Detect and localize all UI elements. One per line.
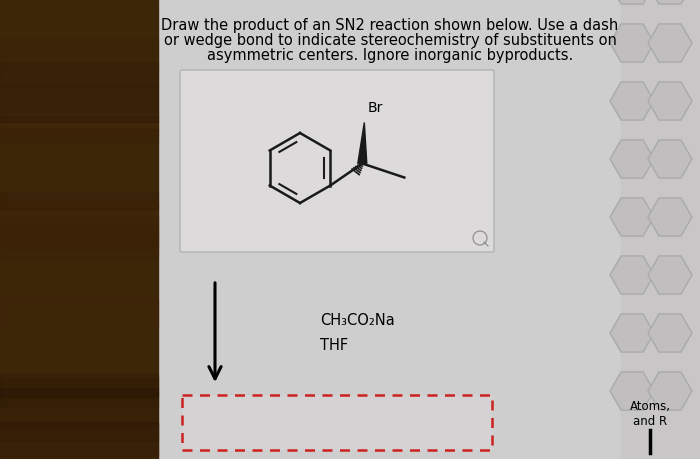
Text: Br: Br	[368, 101, 383, 114]
Bar	[0, 409, 158, 436]
Bar	[0, 22, 158, 36]
Polygon shape	[648, 256, 692, 294]
Polygon shape	[648, 24, 692, 62]
Polygon shape	[610, 198, 654, 236]
Polygon shape	[648, 0, 692, 4]
Polygon shape	[648, 82, 692, 120]
Polygon shape	[648, 314, 692, 352]
Bar	[0, 437, 158, 459]
Text: Atoms,
and R: Atoms, and R	[629, 400, 671, 428]
Text: asymmetric centers. Ignore inorganic byproducts.: asymmetric centers. Ignore inorganic byp…	[207, 48, 573, 63]
Bar	[0, 0, 158, 459]
Bar	[0, 211, 158, 230]
Bar	[0, 449, 158, 457]
Polygon shape	[610, 24, 654, 62]
Bar	[0, 240, 158, 248]
Polygon shape	[610, 82, 654, 120]
Text: THF: THF	[320, 337, 348, 353]
Polygon shape	[648, 198, 692, 236]
Polygon shape	[648, 372, 692, 410]
Bar	[0, 18, 158, 33]
Text: or wedge bond to indicate stereochemistry of substituents on: or wedge bond to indicate stereochemistr…	[164, 33, 617, 48]
Polygon shape	[610, 372, 654, 410]
Polygon shape	[358, 123, 367, 163]
Bar	[0, 430, 158, 459]
Polygon shape	[610, 314, 654, 352]
Bar	[0, 215, 158, 241]
Text: Draw the product of an SN2 reaction shown below. Use a dash: Draw the product of an SN2 reaction show…	[162, 18, 619, 33]
Bar	[0, 162, 158, 179]
Polygon shape	[610, 256, 654, 294]
Bar	[0, 112, 158, 136]
Bar	[0, 218, 158, 251]
Bar	[0, 362, 158, 383]
Polygon shape	[610, 140, 654, 178]
Bar	[0, 117, 158, 128]
Bar	[182, 395, 492, 450]
Bar	[0, 33, 158, 59]
Text: CH₃CO₂Na: CH₃CO₂Na	[320, 313, 395, 328]
Bar	[621, 0, 700, 459]
Bar	[0, 193, 158, 228]
Polygon shape	[610, 0, 654, 4]
Bar	[0, 392, 158, 424]
Bar	[0, 187, 158, 204]
Polygon shape	[648, 140, 692, 178]
Bar	[158, 0, 621, 459]
Bar	[0, 23, 158, 30]
Bar	[0, 98, 158, 113]
FancyBboxPatch shape	[180, 70, 494, 252]
